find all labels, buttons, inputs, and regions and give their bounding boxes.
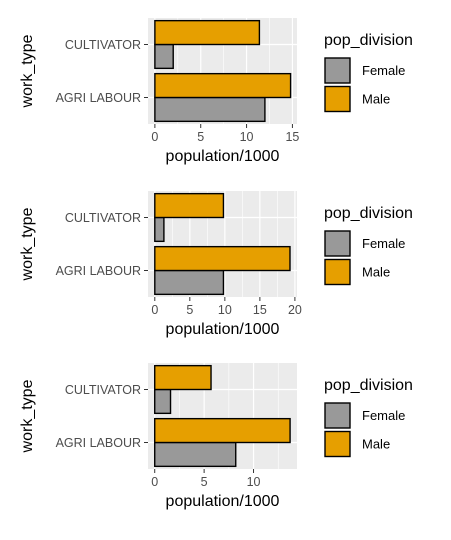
legend: pop_division Female Male (324, 205, 413, 286)
bar-male-cultivator (154, 364, 212, 391)
chart-panel-2: CULTIVATOR AGRI LABOUR 0 5 10 15 20 population/… (19, 191, 413, 338)
chart-panel-1: CULTIVATOR AGRI LABOUR 0 5 10 15 population/10… (19, 18, 413, 165)
x-tick-label: 10 (218, 303, 232, 317)
y-axis-title: work_type (19, 207, 36, 281)
legend: pop_division Female Male (324, 32, 413, 113)
bar-female-agri-labour (154, 96, 266, 123)
bar-male-cultivator (154, 192, 225, 219)
y-axis-title: work_type (19, 379, 36, 453)
legend-key-male (324, 430, 351, 458)
bar-female-cultivator (154, 388, 172, 415)
y-axis-title: work_type (19, 34, 36, 108)
legend-title: pop_division (324, 205, 413, 222)
legend-label-male: Male (362, 265, 390, 280)
bar-female-cultivator (154, 216, 165, 243)
x-axis-title: population/1000 (166, 321, 280, 338)
x-tick-label: 20 (288, 303, 302, 317)
x-tick-label: 5 (201, 475, 208, 489)
legend-label-female: Female (362, 408, 405, 423)
bar-female-agri-labour (154, 269, 225, 296)
legend: pop_division Female Male (324, 377, 413, 458)
bar-male-agri-labour (154, 417, 291, 444)
y-tick-label: CULTIVATOR (65, 383, 141, 397)
y-tick-label: CULTIVATOR (65, 38, 141, 52)
bar-male-agri-labour (154, 72, 292, 99)
legend-key-female (324, 57, 351, 84)
legend-key-female (324, 402, 351, 429)
legend-label-female: Female (362, 63, 405, 78)
legend-label-male: Male (362, 92, 390, 107)
y-tick-label: CULTIVATOR (65, 211, 141, 225)
legend-key-male (324, 85, 351, 113)
bar-female-cultivator (154, 43, 174, 70)
chart-panel-3: CULTIVATOR AGRI LABOUR 0 5 10 population/1000… (19, 363, 413, 510)
y-tick-label: AGRI LABOUR (56, 436, 141, 450)
x-tick-label: 10 (240, 130, 254, 144)
bar-male-agri-labour (154, 245, 291, 272)
bar-female-agri-labour (154, 441, 237, 468)
x-tick-label: 0 (151, 130, 158, 144)
x-tick-label: 0 (151, 303, 158, 317)
legend-label-male: Male (362, 437, 390, 452)
x-axis-title: population/1000 (166, 148, 280, 165)
legend-label-female: Female (362, 236, 405, 251)
x-tick-label: 15 (285, 130, 299, 144)
x-tick-label: 0 (151, 475, 158, 489)
legend-key-male (324, 258, 351, 286)
y-tick-label: AGRI LABOUR (56, 264, 141, 278)
x-axis-title: population/1000 (166, 493, 280, 510)
bar-male-cultivator (154, 19, 261, 46)
x-tick-label: 5 (186, 303, 193, 317)
legend-title: pop_division (324, 32, 413, 49)
x-tick-label: 15 (253, 303, 267, 317)
y-tick-label: AGRI LABOUR (56, 91, 141, 105)
x-tick-label: 5 (197, 130, 204, 144)
x-tick-label: 10 (247, 475, 261, 489)
legend-key-female (324, 230, 351, 257)
legend-title: pop_division (324, 377, 413, 394)
